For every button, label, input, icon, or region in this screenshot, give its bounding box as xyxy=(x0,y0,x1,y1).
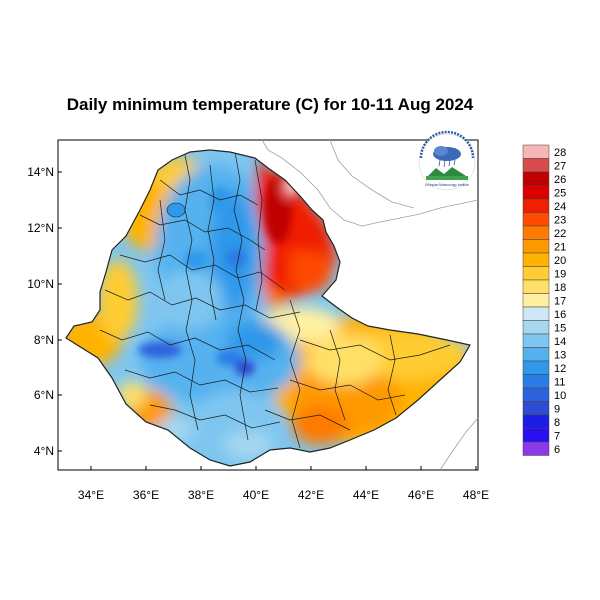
colorbar-swatch xyxy=(522,347,550,362)
colorbar-label: 24 xyxy=(554,201,566,213)
admin-boundaries xyxy=(99,151,451,449)
map-title: Daily minimum temperature (C) for 10-11 … xyxy=(66,95,474,114)
colorbar-swatch xyxy=(522,266,550,281)
colorbar-swatch xyxy=(522,293,550,308)
y-tick-label: 4°N xyxy=(34,444,54,458)
x-tick-label: 46°E xyxy=(408,488,434,502)
ethiopia-outline xyxy=(65,149,471,467)
x-tick-label: 40°E xyxy=(243,488,269,502)
x-tick-label: 34°E xyxy=(78,488,104,502)
colorbar-label: 19 xyxy=(554,268,566,280)
colorbar-swatch xyxy=(522,252,550,267)
x-tick-label: 48°E xyxy=(463,488,489,502)
colorbar-swatch xyxy=(522,306,550,321)
y-axis: 14°N 12°N 10°N 8°N 6°N 4°N xyxy=(27,165,62,458)
colorbar-swatch xyxy=(522,158,550,173)
x-tick-label: 38°E xyxy=(188,488,214,502)
colorbar-label: 9 xyxy=(554,403,560,415)
y-tick-label: 14°N xyxy=(27,165,54,179)
colorbar-label: 7 xyxy=(554,430,560,442)
colorbar-label: 11 xyxy=(554,376,565,388)
y-tick-label: 6°N xyxy=(34,388,54,402)
colorbar-label: 27 xyxy=(554,160,566,172)
colorbar-label: 10 xyxy=(554,390,566,402)
y-tick-label: 8°N xyxy=(34,333,54,347)
colorbar-swatch xyxy=(522,171,550,186)
colorbar-swatch xyxy=(522,144,550,159)
colorbar-label: 26 xyxy=(554,174,566,186)
logo-caption: Ethiopian Meteorology Institute xyxy=(425,183,469,187)
colorbar-label: 8 xyxy=(554,417,560,429)
colorbar-label: 17 xyxy=(554,295,566,307)
colorbar-label: 25 xyxy=(554,187,566,199)
colorbar-label: 28 xyxy=(554,147,566,159)
colorbar-label: 15 xyxy=(554,322,566,334)
colorbar-swatch xyxy=(522,198,550,213)
colorbar-swatch xyxy=(522,212,550,227)
y-tick-label: 12°N xyxy=(27,221,54,235)
colorbar-swatch xyxy=(522,387,550,402)
x-tick-label: 36°E xyxy=(133,488,159,502)
lake-tana xyxy=(166,202,186,218)
colorbar-swatch xyxy=(522,225,550,240)
colorbar-swatch xyxy=(522,333,550,348)
x-tick-label: 44°E xyxy=(353,488,379,502)
colorbar-swatch xyxy=(522,374,550,389)
colorbar-label: 22 xyxy=(554,228,566,240)
colorbar-label: 18 xyxy=(554,282,566,294)
coastlines xyxy=(261,139,479,471)
colorbar-label: 23 xyxy=(554,214,566,226)
colorbar-swatch xyxy=(522,239,550,254)
x-tick-label: 42°E xyxy=(298,488,324,502)
x-axis: 34°E 36°E 38°E 40°E 42°E 44°E 46°E 48°E xyxy=(78,466,489,502)
colorbar-label: 6 xyxy=(554,444,560,456)
colorbar-label: 21 xyxy=(554,241,566,253)
colorbar-swatch xyxy=(522,360,550,375)
colorbar-swatch xyxy=(522,441,550,456)
colorbar-label: 16 xyxy=(554,309,566,321)
colorbar-label: 14 xyxy=(554,336,566,348)
colorbar-swatch xyxy=(522,279,550,294)
colorbar-swatch xyxy=(522,320,550,335)
colorbar-swatch xyxy=(522,185,550,200)
colorbar-swatch xyxy=(522,401,550,416)
colorbar-label: 12 xyxy=(554,363,566,375)
colorbar-swatch xyxy=(522,428,550,443)
ethiopian-meteorology-institute-logo: Ethiopian Meteorology Institute xyxy=(418,130,476,191)
y-tick-label: 10°N xyxy=(27,277,54,291)
colorbar-label: 13 xyxy=(554,349,566,361)
colorbar-swatch xyxy=(522,414,550,429)
colorbar-label: 20 xyxy=(554,255,566,267)
